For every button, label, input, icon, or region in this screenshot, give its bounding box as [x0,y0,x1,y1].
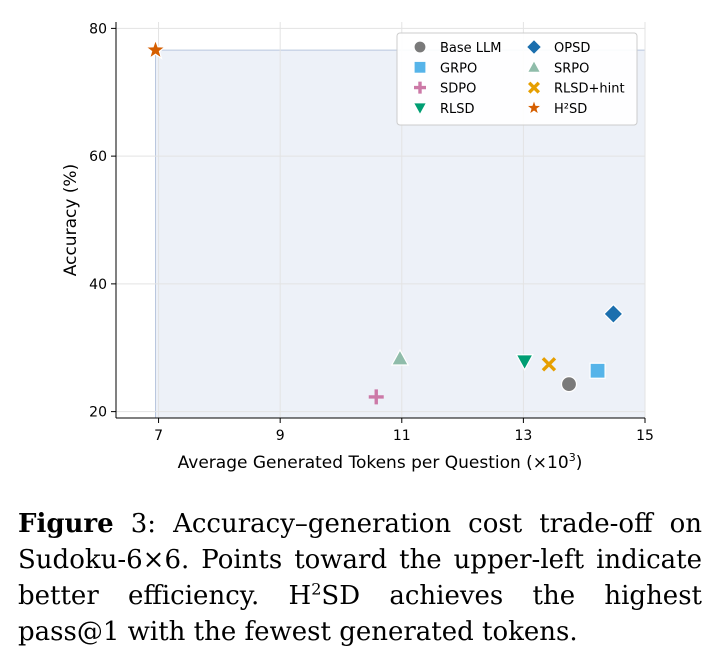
x-tick-label: 7 [154,428,163,444]
legend-label-base-llm: Base LLM [440,41,502,56]
data-points [144,38,624,405]
point-rlsd-hint [541,357,557,372]
legend-marker-rlsd [412,102,428,117]
axes [111,22,646,423]
point-opsd [603,303,624,325]
scatter-chart: 7 9 11 13 15 20 40 60 80 Average Generated Token… [61,21,654,473]
legend-label-srpo: SRPO [554,61,589,76]
point-grpo [589,362,606,379]
x-tick-label: 13 [514,428,532,444]
y-tick-label: 40 [89,277,107,293]
y-tick-label: 60 [89,149,107,165]
x-tick-label: 9 [276,428,285,444]
y-tick-label: 80 [89,21,107,37]
y-axis-label: Accuracy (%) [61,164,81,276]
x-axis-label: Average Generated Tokens per Question (×… [178,451,583,473]
legend-marker-grpo [413,60,427,74]
legend-label-rlsd-hint: RLSD+hint [554,82,625,97]
legend-marker-rlsd-hint [527,81,541,94]
caption-figure-label: Figure [18,509,114,539]
y-tick-label: 20 [89,405,107,421]
caption-superscript: 2 [311,579,322,599]
point-base-llm [560,376,578,393]
grid-lines [116,22,646,418]
tick-labels: 7 9 11 13 15 20 40 60 80 [89,21,654,444]
point-sdpo [368,389,384,405]
legend: Base LLM OPSD GRPO SRPO SDPO RLSD+hint RLSD H²S… [396,32,638,126]
caption-text-1: Accuracy–generation cost trade-off on Su… [18,509,702,611]
point-rlsd [515,354,534,372]
x-tick-label: 11 [393,428,411,444]
point-h-sd [144,38,167,60]
legend-marker-sdpo [414,81,426,94]
legend-marker-h-sd [524,98,544,116]
legend-label-h-sd: H²SD [554,102,587,117]
figure-caption: Figure 3: Accuracy–generation cost trade… [18,506,702,650]
legend-frame [396,32,638,126]
x-tick-label: 15 [636,428,654,444]
point-srpo [390,348,410,366]
legend-label-opsd: OPSD [554,41,590,56]
legend-label-rlsd: RLSD [440,102,475,117]
caption-number: 3: [113,509,174,539]
legend-marker-opsd [525,38,543,56]
legend-label-sdpo: SDPO [440,82,476,97]
caption-text-2: SD achieves the highest pass@1 with the … [18,581,702,647]
legend-marker-base-llm [413,40,427,54]
legend-marker-srpo [526,59,542,74]
legend-label-grpo: GRPO [440,61,477,76]
